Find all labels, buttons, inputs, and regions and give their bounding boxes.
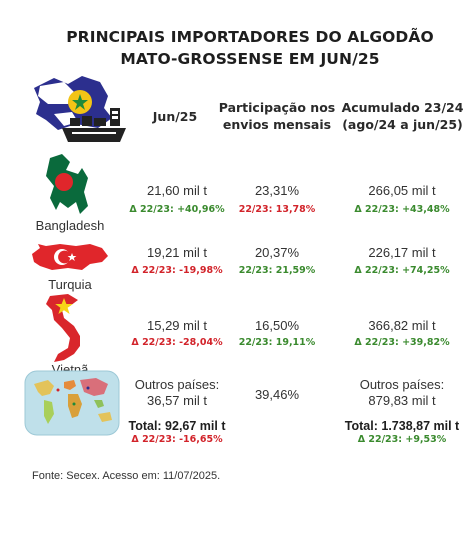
page-title: PRINCIPAIS IMPORTADORES DO ALGODÃO MATO-… — [40, 26, 460, 70]
turkey-map-icon — [32, 244, 108, 270]
vietna-participation-value: 16,50% — [254, 318, 300, 333]
vietna-accumulated-delta: Δ 22/23: +39,82% — [354, 337, 450, 348]
title-line-2: MATO-GROSSENSE EM JUN/25 — [120, 50, 380, 68]
others-accumulated-value: 879,83 mil t — [368, 393, 436, 408]
header-jun: Jun/25 — [152, 109, 198, 124]
country-label-turquia: Turquia — [48, 277, 92, 292]
turquia-participation-value: 20,37% — [254, 245, 300, 260]
bangladesh-map-icon — [46, 154, 88, 214]
source-note: Fonte: Secex. Acesso em: 11/07/2025. — [32, 470, 221, 482]
title-line-1: PRINCIPAIS IMPORTADORES DO ALGODÃO — [66, 28, 434, 46]
bangladesh-accumulated-delta: Δ 22/23: +43,48% — [354, 204, 450, 215]
others-jun-value: 36,57 mil t — [147, 393, 207, 408]
bangladesh-jun-delta: Δ 22/23: +40,96% — [129, 204, 225, 215]
bangladesh-accumulated-value: 266,05 mil t — [368, 183, 436, 198]
header-participation-line-1: Participação nos — [218, 100, 336, 115]
turquia-participation-delta: 22/23: 21,59% — [238, 265, 316, 276]
vietnam-map-icon — [46, 294, 80, 362]
accumulated-total-delta: Δ 22/23: +9,53% — [357, 434, 447, 445]
jun-total: Total: 92,67 mil t — [128, 419, 226, 433]
turquia-accumulated-value: 226,17 mil t — [368, 245, 436, 260]
mato-grosso-map-icon — [34, 76, 112, 130]
country-label-bangladesh: Bangladesh — [35, 218, 105, 233]
bangladesh-jun-value: 21,60 mil t — [147, 183, 207, 198]
turquia-accumulated-delta: Δ 22/23: +74,25% — [354, 265, 450, 276]
header-participation-line-2: envios mensais — [222, 117, 332, 132]
header-accumulated: Acumulado 23/24 (ago/24 a jun/25) — [335, 99, 470, 133]
header-participation: Participação nos envios mensais — [217, 99, 337, 133]
jun-total-delta: Δ 22/23: -16,65% — [131, 434, 223, 445]
vietna-jun-delta: Δ 22/23: -28,04% — [131, 337, 223, 348]
others-participation-value: 39,46% — [254, 387, 300, 402]
accumulated-total: Total: 1.738,87 mil t — [344, 419, 460, 433]
vietna-participation-delta: 22/23: 19,11% — [238, 337, 316, 348]
bangladesh-participation-value: 23,31% — [254, 183, 300, 198]
turquia-jun-value: 19,21 mil t — [147, 245, 207, 260]
turquia-jun-delta: Δ 22/23: -19,98% — [131, 265, 223, 276]
others-jun-label: Outros países: — [134, 377, 220, 392]
world-map-icon — [24, 370, 120, 436]
vietna-jun-value: 15,29 mil t — [147, 318, 207, 333]
vietna-accumulated-value: 366,82 mil t — [368, 318, 436, 333]
header-accumulated-line-1: Acumulado 23/24 — [341, 100, 464, 115]
bangladesh-participation-delta: 22/23: 13,78% — [238, 204, 316, 215]
others-accumulated-label: Outros países: — [359, 377, 445, 392]
cargo-ship-icon — [62, 108, 126, 142]
header-accumulated-line-2: (ago/24 a jun/25) — [342, 117, 463, 132]
